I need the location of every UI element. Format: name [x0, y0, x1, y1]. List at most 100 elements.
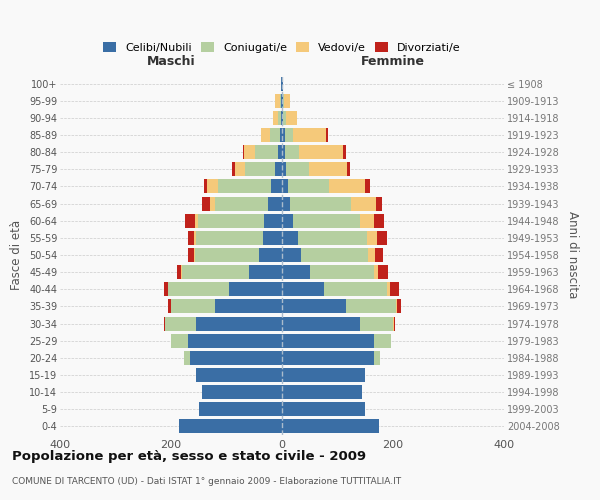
Bar	[329, 180, 365, 194]
Bar	[282, 162, 286, 176]
Bar	[374, 265, 378, 279]
Bar	[343, 145, 346, 159]
Bar	[188, 248, 194, 262]
Bar	[285, 128, 293, 142]
Bar	[244, 145, 256, 159]
Bar	[282, 128, 285, 142]
Bar	[301, 248, 368, 262]
Bar	[218, 180, 271, 194]
Bar	[281, 94, 282, 108]
Bar	[282, 265, 310, 279]
Bar	[194, 231, 196, 245]
Text: Femmine: Femmine	[361, 55, 425, 68]
Bar	[194, 248, 195, 262]
Bar	[280, 94, 281, 108]
Bar	[287, 180, 329, 194]
Bar	[282, 368, 365, 382]
Bar	[280, 128, 282, 142]
Bar	[310, 265, 374, 279]
Bar	[283, 111, 286, 125]
Bar	[199, 402, 282, 416]
Bar	[229, 282, 282, 296]
Bar	[282, 196, 290, 210]
Bar	[215, 196, 268, 210]
Bar	[196, 316, 282, 330]
Bar	[243, 145, 244, 159]
Bar	[282, 351, 374, 365]
Bar	[278, 111, 281, 125]
Bar	[378, 265, 388, 279]
Bar	[282, 420, 379, 434]
Bar	[282, 282, 323, 296]
Bar	[202, 385, 282, 399]
Bar	[282, 402, 365, 416]
Bar	[374, 351, 380, 365]
Bar	[376, 196, 382, 210]
Bar	[285, 145, 299, 159]
Bar	[271, 180, 282, 194]
Bar	[326, 128, 328, 142]
Bar	[282, 111, 283, 125]
Bar	[263, 231, 282, 245]
Bar	[282, 385, 362, 399]
Bar	[168, 282, 229, 296]
Bar	[282, 180, 287, 194]
Bar	[275, 94, 280, 108]
Bar	[346, 300, 396, 314]
Bar	[396, 300, 397, 314]
Bar	[166, 316, 196, 330]
Bar	[164, 316, 166, 330]
Bar	[286, 162, 308, 176]
Bar	[365, 180, 370, 194]
Bar	[245, 162, 275, 176]
Text: COMUNE DI TARCENTO (UD) - Dati ISTAT 1° gennaio 2009 - Elaborazione TUTTITALIA.I: COMUNE DI TARCENTO (UD) - Dati ISTAT 1° …	[12, 478, 401, 486]
Bar	[259, 248, 282, 262]
Bar	[367, 231, 377, 245]
Bar	[195, 248, 259, 262]
Bar	[215, 300, 282, 314]
Y-axis label: Anni di nascita: Anni di nascita	[566, 212, 579, 298]
Bar	[204, 180, 207, 194]
Bar	[282, 334, 374, 347]
Bar	[256, 145, 278, 159]
Bar	[196, 368, 282, 382]
Bar	[278, 145, 282, 159]
Bar	[388, 282, 390, 296]
Legend: Celibi/Nubili, Coniugati/e, Vedovi/e, Divorziati/e: Celibi/Nubili, Coniugati/e, Vedovi/e, Di…	[99, 38, 465, 57]
Bar	[190, 351, 282, 365]
Bar	[374, 334, 391, 347]
Bar	[282, 145, 285, 159]
Bar	[377, 231, 387, 245]
Bar	[360, 214, 374, 228]
Bar	[360, 316, 393, 330]
Bar	[286, 111, 297, 125]
Bar	[181, 265, 182, 279]
Text: Popolazione per età, sesso e stato civile - 2009: Popolazione per età, sesso e stato civil…	[12, 450, 366, 463]
Bar	[164, 282, 168, 296]
Bar	[282, 214, 293, 228]
Bar	[176, 265, 181, 279]
Bar	[185, 214, 195, 228]
Bar	[394, 316, 395, 330]
Bar	[347, 162, 350, 176]
Bar	[210, 196, 215, 210]
Bar	[197, 214, 264, 228]
Bar	[323, 282, 388, 296]
Bar	[268, 196, 282, 210]
Bar	[179, 420, 282, 434]
Bar	[188, 231, 194, 245]
Bar	[283, 94, 284, 108]
Bar	[282, 248, 301, 262]
Bar	[272, 111, 278, 125]
Bar	[188, 334, 282, 347]
Bar	[264, 214, 282, 228]
Bar	[249, 265, 282, 279]
Bar	[262, 128, 270, 142]
Bar	[352, 196, 376, 210]
Bar	[293, 214, 360, 228]
Bar	[368, 248, 374, 262]
Bar	[397, 300, 401, 314]
Bar	[282, 231, 298, 245]
Bar	[182, 265, 249, 279]
Bar	[290, 196, 352, 210]
